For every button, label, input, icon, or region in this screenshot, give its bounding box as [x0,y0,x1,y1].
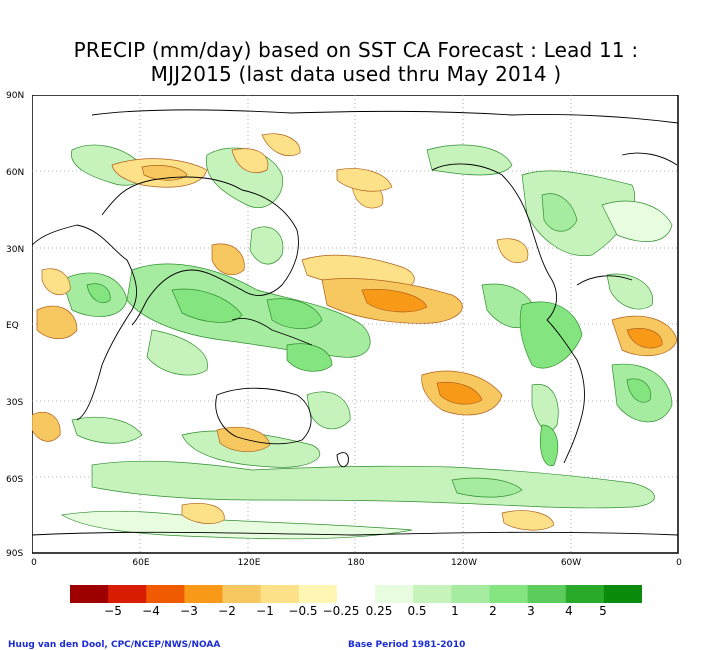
base-period-note: Base Period 1981-2010 [348,640,466,650]
colorbar-swatch [70,585,109,603]
colorbar-label: 0.5 [407,604,427,618]
colorbar-label: 1 [451,604,459,618]
colorbar-swatch [222,585,262,603]
colorbar-label: −3 [180,604,198,618]
colorbar-swatch [527,585,567,603]
colorbar-label: −5 [104,604,122,618]
colorbar-swatch [375,585,414,603]
map-title-line1: PRECIP (mm/day) based on SST CA Forecast… [73,38,639,62]
lon-label-120w: 120W [450,558,478,568]
colorbar-swatch [184,585,224,603]
map-title-line2: MJJ2015 (last data used thru May 2014 ) [150,62,562,86]
colorbar-label: −0.5 [288,604,318,618]
colorbar-label: −0.25 [322,604,360,618]
lat-label-eq: EQ [6,321,19,331]
colorbar-swatch [413,585,452,603]
coastlines [32,109,679,536]
colorbar-label: 4 [565,604,573,618]
colorbar-swatch [336,585,376,603]
colorbar-label: 3 [527,604,535,618]
colorbar-swatch [108,585,147,603]
colorbar-swatch [451,585,490,603]
colorbar [70,585,642,603]
colorbar-label: −4 [142,604,160,618]
colorbar-swatch [260,585,300,603]
lat-label-30n: 30N [6,245,25,255]
author-credit: Huug van den Dool, CPC/NCEP/NWS/NOAA [8,640,221,650]
lat-label-90s: 90S [6,549,24,559]
lat-label-60n: 60N [6,168,25,178]
colorbar-label: 2 [489,604,497,618]
lon-label-120e: 120E [237,558,261,568]
colorbar-swatch [565,585,605,603]
colorbar-label: 5 [599,604,607,618]
colorbar-label: −2 [218,604,236,618]
colorbar-swatch [603,585,642,603]
dry-anomaly-regions [32,133,678,531]
colorbar-label: 0.25 [365,604,393,618]
lat-label-30s: 30S [6,398,24,408]
colorbar-label: −1 [256,604,274,618]
lat-label-60s: 60S [6,475,24,485]
colorbar-swatch [489,585,529,603]
colorbar-swatch [146,585,185,603]
colorbar-swatch [298,585,338,603]
lon-label-60e: 60E [132,558,150,568]
lon-label-180: 180 [347,558,365,568]
lon-label-0-east: 0 [676,558,682,568]
lon-label-60w: 60W [560,558,582,568]
lon-label-0: 0 [31,558,37,568]
lat-label-90n: 90N [6,91,25,101]
precip-anomaly-map [32,95,679,554]
